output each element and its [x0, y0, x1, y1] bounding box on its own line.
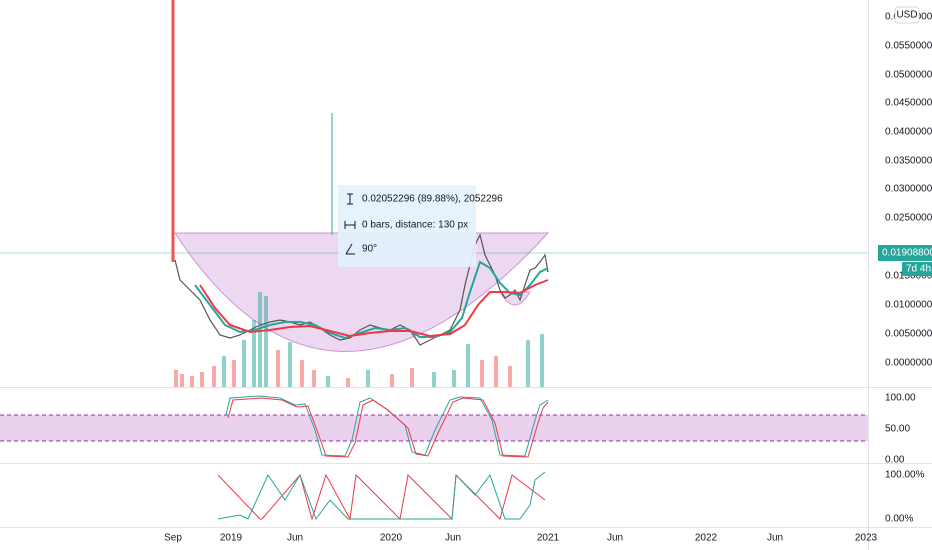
current-price-tag	[878, 245, 932, 261]
countdown-tag	[902, 262, 932, 276]
time-label: 2020	[380, 533, 403, 544]
fast-average	[194, 260, 549, 340]
currency[interactable]: USD	[896, 10, 917, 21]
volume	[174, 292, 544, 387]
time-label: Jun	[607, 533, 623, 544]
time-axis: Sep 2019 Jun 2020 Jun 2021 Jun 2022 Jun …	[164, 533, 877, 544]
aroon-up	[217, 471, 546, 521]
time-label: Jun	[767, 533, 783, 544]
pct-label: 0.00%	[885, 514, 913, 525]
time-label: 2022	[695, 533, 718, 544]
band	[0, 415, 868, 441]
icon	[344, 221, 356, 229]
stoch-label: 100.00	[885, 393, 916, 404]
tooltip-angle: 90°	[362, 244, 377, 255]
current-price: 0.01908800	[882, 248, 932, 259]
time-label: Jun	[287, 533, 303, 544]
time-label: Jun	[445, 533, 461, 544]
time-label: 2021	[537, 533, 560, 544]
icon	[347, 193, 353, 205]
pct-label: 100.00%	[885, 470, 925, 481]
price-label: 0.00000000	[885, 358, 932, 369]
stoch-d	[227, 397, 549, 458]
icon	[345, 243, 355, 255]
stoch-label: 50.00	[885, 424, 910, 435]
time-label: Sep	[164, 533, 182, 544]
time-label: 2023	[855, 533, 878, 544]
tooltip-price: 0.02052296 (89.88%), 2052296	[362, 194, 503, 205]
stoch-label: 0.00	[885, 455, 905, 466]
tooltip-bars: 0 bars, distance: 130 px	[362, 220, 468, 231]
time-label: 2019	[220, 533, 243, 544]
currency-button[interactable]	[894, 6, 920, 24]
measure-tooltip	[338, 185, 476, 267]
handle-shape	[499, 291, 531, 306]
countdown: 7d 4h	[906, 264, 931, 275]
slow-average	[199, 279, 549, 338]
aroon-down	[217, 473, 546, 521]
